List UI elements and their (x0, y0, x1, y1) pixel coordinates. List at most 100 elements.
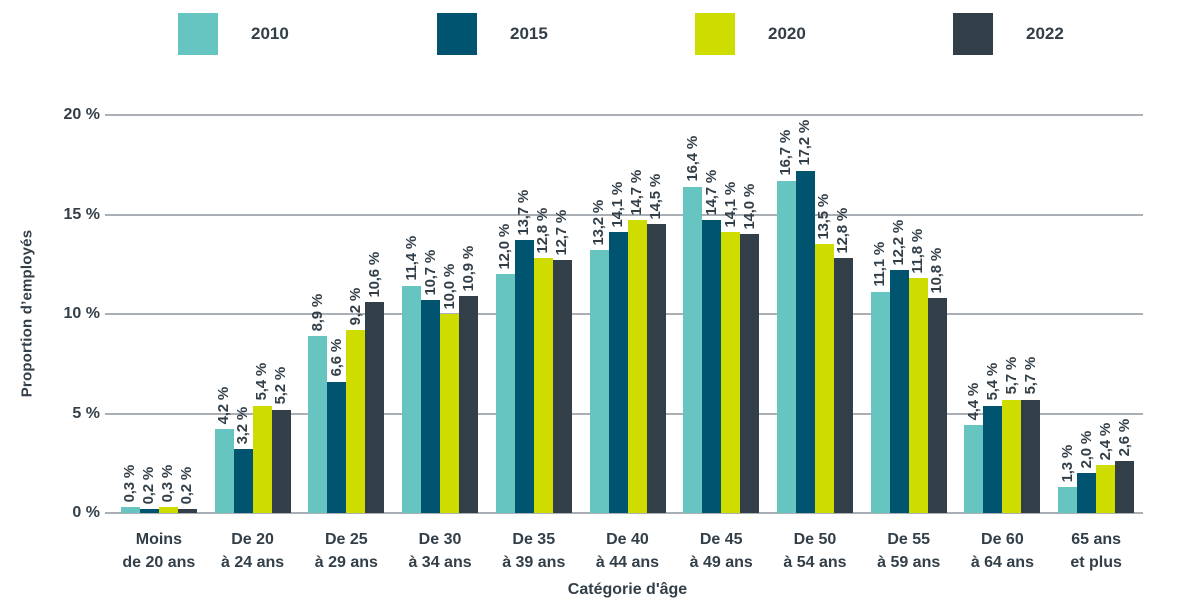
bar-2010-cat0 (120, 507, 140, 513)
x-category-label: De 20 à 24 ans (206, 528, 300, 574)
bar-value-label: 10,8 % (928, 247, 946, 294)
bar-value-label: 3,2 % (234, 406, 252, 445)
y-tick-label: 10 % (63, 305, 100, 322)
bar-2022-cat8 (927, 298, 947, 513)
y-tick-mark (105, 313, 112, 315)
x-category-label: 65 ans et plus (1049, 528, 1143, 574)
bar-value-label: 13,2 % (590, 199, 607, 246)
bar-value-label: 12,8 % (834, 207, 852, 254)
x-category-label: De 35 à 39 ans (487, 528, 581, 574)
y-axis-title: Proportion d’employés (18, 229, 36, 398)
bar-value-label: 0,2 % (178, 466, 196, 505)
legend-label: 2022 (1026, 24, 1064, 43)
bar-2015-cat5 (608, 232, 628, 513)
y-tick-label: 15 % (63, 205, 100, 223)
y-tick-label: 20 % (63, 106, 100, 123)
bar-value-label: 11,1 % (871, 242, 889, 288)
bar-value-label: 12,8 % (534, 207, 552, 254)
y-tick-mark (105, 512, 112, 514)
y-tick-label: 0 % (72, 504, 100, 521)
x-category-line1: Moins (135, 531, 182, 548)
y-tick-mark (105, 412, 112, 415)
y-tick-mark (105, 213, 112, 216)
bar-value-label: 16,4 % (683, 136, 701, 182)
bar-2022-cat1 (271, 409, 291, 513)
bar-value-label: 10,0 % (440, 263, 458, 310)
x-category-label: De 40 à 44 ans (581, 528, 675, 574)
bar-2015-cat7 (795, 170, 815, 513)
bar-2020-cat2 (346, 329, 366, 513)
x-axis-title: Catégorie d'âge (567, 581, 688, 598)
bar-2020-cat3 (440, 314, 460, 513)
bar-2020-cat1 (252, 405, 272, 513)
bar-2020-cat7 (814, 244, 834, 513)
bar-2015-cat3 (421, 300, 441, 513)
bar-value-label: 14,5 % (647, 173, 664, 220)
bar-2010-cat6 (683, 186, 703, 513)
x-category-line2: à 44 ans (595, 554, 660, 571)
bar-value-label: 14,1 % (609, 181, 626, 228)
x-category-line2: à 34 ans (408, 554, 472, 571)
bar-2022-cat4 (552, 260, 572, 513)
legend-label: 2015 (510, 24, 548, 43)
bar-2022-cat7 (833, 258, 853, 513)
bar-value-label: 9,2 % (346, 287, 364, 325)
x-category-line1: De 40 (606, 531, 649, 548)
x-category-line2: à 24 ans (221, 554, 285, 571)
legend-item-2010: 2010 (178, 13, 289, 55)
bar-value-label: 8,9 % (308, 293, 326, 331)
bar-value-label: 0,3 % (121, 464, 139, 503)
bar-value-label: 10,9 % (459, 245, 477, 292)
bar-value-label: 5,2 % (272, 367, 290, 405)
x-category-line1: De 30 (418, 531, 462, 548)
bar-2015-cat6 (702, 220, 722, 513)
bar-value-label: 2,6 % (1115, 418, 1133, 457)
bar-value-label: 16,7 % (777, 130, 795, 176)
bar-value-label: 5,7 % (1002, 357, 1020, 395)
gridline-0pct (112, 512, 1143, 514)
bar-value-label: 13,7 % (515, 189, 533, 236)
bar-2015-cat8 (889, 270, 909, 513)
x-category-label: De 60 à 64 ans (956, 528, 1050, 574)
bar-2010-cat10 (1058, 487, 1078, 513)
bar-value-label: 0,2 % (140, 466, 158, 505)
bar-value-label: 17,2 % (796, 120, 814, 166)
legend-label: 2010 (251, 24, 289, 43)
x-category-line1: De 50 (793, 531, 837, 548)
bar-value-label: 10,7 % (421, 249, 439, 296)
bar-value-label: 2,0 % (1077, 430, 1095, 469)
legend-swatch-2020 (695, 13, 735, 55)
x-category-line2: à 29 ans (314, 554, 378, 571)
x-category-label: De 50 à 54 ans (768, 528, 862, 574)
bar-value-label: 14,7 % (702, 169, 720, 216)
plot-area: 0,3 % 0,2 % 0,3 % 0,2 % 4,2 % 3,2 % 5,4 % 5,2 %… (112, 114, 1143, 514)
bar-value-label: 14,7 % (628, 169, 645, 216)
bar-2022-cat6 (740, 234, 760, 513)
x-category-label: Moins de 20 ans (112, 528, 206, 574)
bar-value-label: 10,6 % (365, 251, 383, 298)
legend-item-2015: 2015 (437, 13, 548, 55)
x-category-line2: à 64 ans (970, 554, 1034, 571)
x-category-line2: à 59 ans (877, 554, 941, 571)
legend-item-2020: 2020 (695, 13, 806, 55)
bar-2022-cat10 (1115, 461, 1135, 513)
bar-value-label: 12,2 % (890, 219, 908, 266)
gridline-15pct (112, 213, 1143, 216)
x-category-label: De 45 à 49 ans (674, 528, 768, 574)
x-category-line2: de 20 ans (122, 554, 196, 571)
x-category-line1: De 35 (512, 531, 556, 548)
legend-item-2022: 2022 (953, 13, 1064, 55)
bar-value-label: 14,0 % (740, 183, 758, 230)
x-category-line1: De 20 (231, 531, 274, 548)
bar-2020-cat10 (1096, 465, 1116, 513)
legend-swatch-2022 (953, 13, 993, 55)
x-category-label: De 55 à 59 ans (862, 528, 956, 574)
x-category-line1: 65 ans (1071, 531, 1122, 548)
bar-value-label: 14,1 % (721, 181, 739, 228)
legend-label: 2020 (768, 24, 806, 43)
bar-2010-cat8 (870, 292, 890, 513)
x-category-label: De 30 à 34 ans (393, 528, 487, 574)
bar-value-label: 4,2 % (215, 387, 233, 425)
bar-value-label: 5,7 % (1021, 357, 1039, 395)
